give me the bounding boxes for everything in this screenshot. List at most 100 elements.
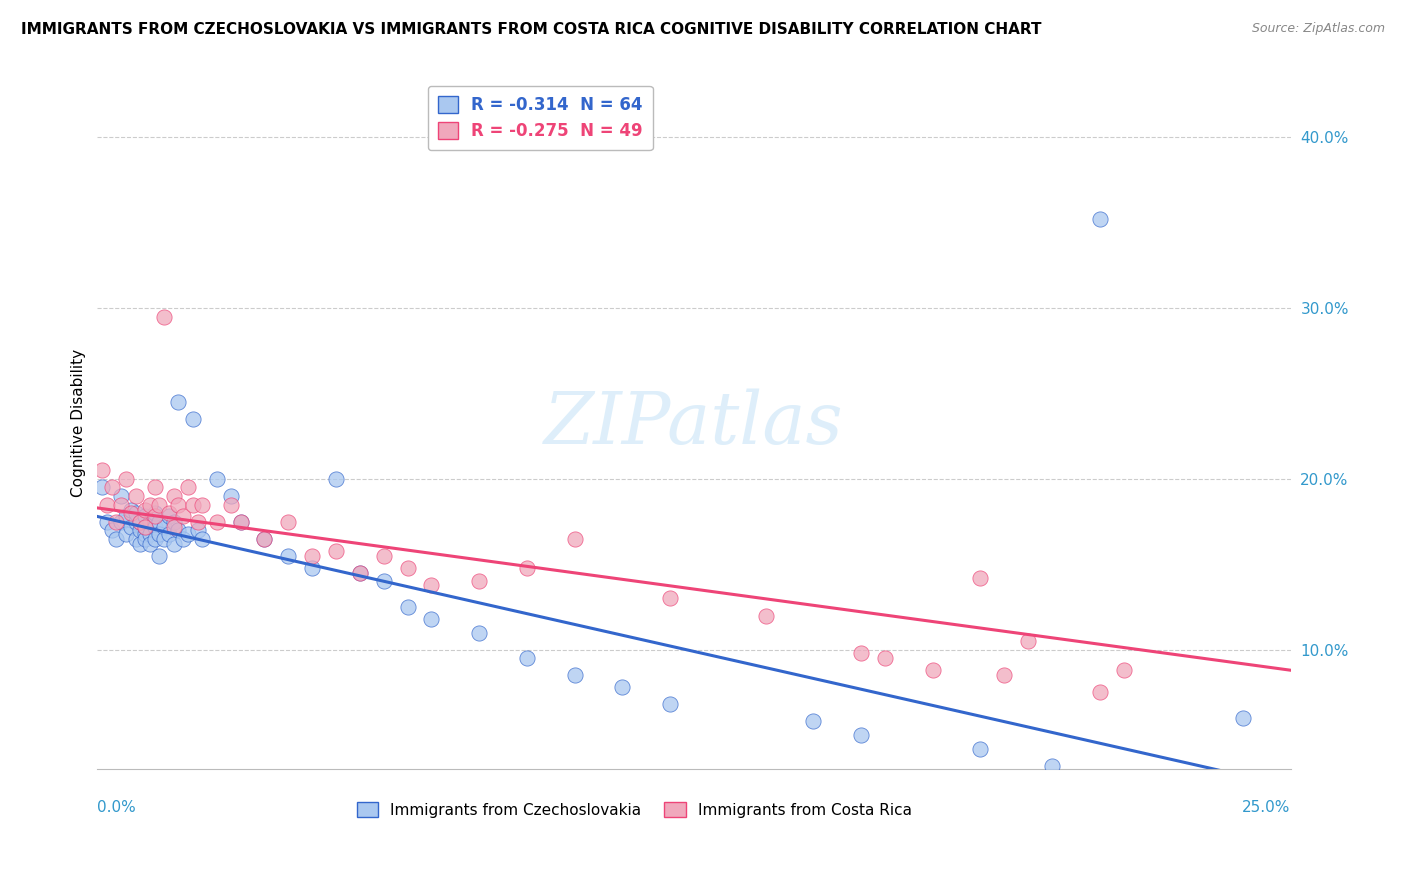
Text: 25.0%: 25.0% [1243,800,1291,815]
Point [373,549,395,563]
Point [139,537,162,551]
Point [129,515,152,529]
Point [187,523,209,537]
Point [373,574,395,589]
Point [134,519,156,533]
Point [143,519,166,533]
Point [157,526,180,541]
Point [153,519,176,533]
Point [157,509,180,524]
Point [148,526,170,541]
Point [167,498,190,512]
Point [134,509,156,524]
Text: ZIPatlas: ZIPatlas [544,388,844,458]
Point [134,532,156,546]
Point [229,515,252,529]
Point [110,489,132,503]
Point [115,472,138,486]
Point [181,412,204,426]
Point [163,519,186,533]
Point [187,515,209,529]
Point [755,608,778,623]
Point [516,560,538,574]
Point [115,509,138,524]
Point [143,480,166,494]
Point [124,489,146,503]
Point [849,646,872,660]
Point [277,515,299,529]
Point [301,560,323,574]
Point [96,498,118,512]
Point [143,506,166,520]
Point [253,532,276,546]
Point [100,523,122,537]
Point [420,578,443,592]
Point [167,395,190,409]
Point [191,498,214,512]
Point [612,681,634,695]
Point [120,506,142,520]
Point [468,625,491,640]
Point [167,523,190,537]
Point [148,498,170,512]
Point [1088,685,1111,699]
Point [1088,212,1111,227]
Point [993,668,1015,682]
Point [100,480,122,494]
Point [219,498,242,512]
Point [1232,711,1254,725]
Point [468,574,491,589]
Point [153,532,176,546]
Point [153,310,176,324]
Point [120,519,142,533]
Point [349,566,371,580]
Point [801,714,824,729]
Point [849,728,872,742]
Point [219,489,242,503]
Point [253,532,276,546]
Point [205,472,228,486]
Point [143,532,166,546]
Point [659,591,682,606]
Point [148,515,170,529]
Point [396,600,419,615]
Point [172,509,194,524]
Point [91,480,114,494]
Point [163,537,186,551]
Point [105,515,128,529]
Point [124,506,146,520]
Point [277,549,299,563]
Point [148,549,170,563]
Point [349,566,371,580]
Point [91,463,114,477]
Point [177,526,200,541]
Point [420,612,443,626]
Point [96,515,118,529]
Point [1112,663,1135,677]
Point [1040,759,1063,773]
Point [157,506,180,520]
Point [325,472,347,486]
Point [124,532,146,546]
Point [873,651,896,665]
Point [969,741,991,756]
Point [134,519,156,533]
Point [172,532,194,546]
Point [129,523,152,537]
Point [516,651,538,665]
Point [143,509,166,524]
Point [105,532,128,546]
Point [1017,634,1039,648]
Text: 0.0%: 0.0% [97,800,136,815]
Point [139,498,162,512]
Point [325,543,347,558]
Point [659,698,682,712]
Point [229,515,252,529]
Point [396,560,419,574]
Point [120,502,142,516]
Point [564,668,586,682]
Point [139,526,162,541]
Y-axis label: Cognitive Disability: Cognitive Disability [72,350,86,498]
Point [163,489,186,503]
Text: IMMIGRANTS FROM CZECHOSLOVAKIA VS IMMIGRANTS FROM COSTA RICA COGNITIVE DISABILIT: IMMIGRANTS FROM CZECHOSLOVAKIA VS IMMIGR… [21,22,1042,37]
